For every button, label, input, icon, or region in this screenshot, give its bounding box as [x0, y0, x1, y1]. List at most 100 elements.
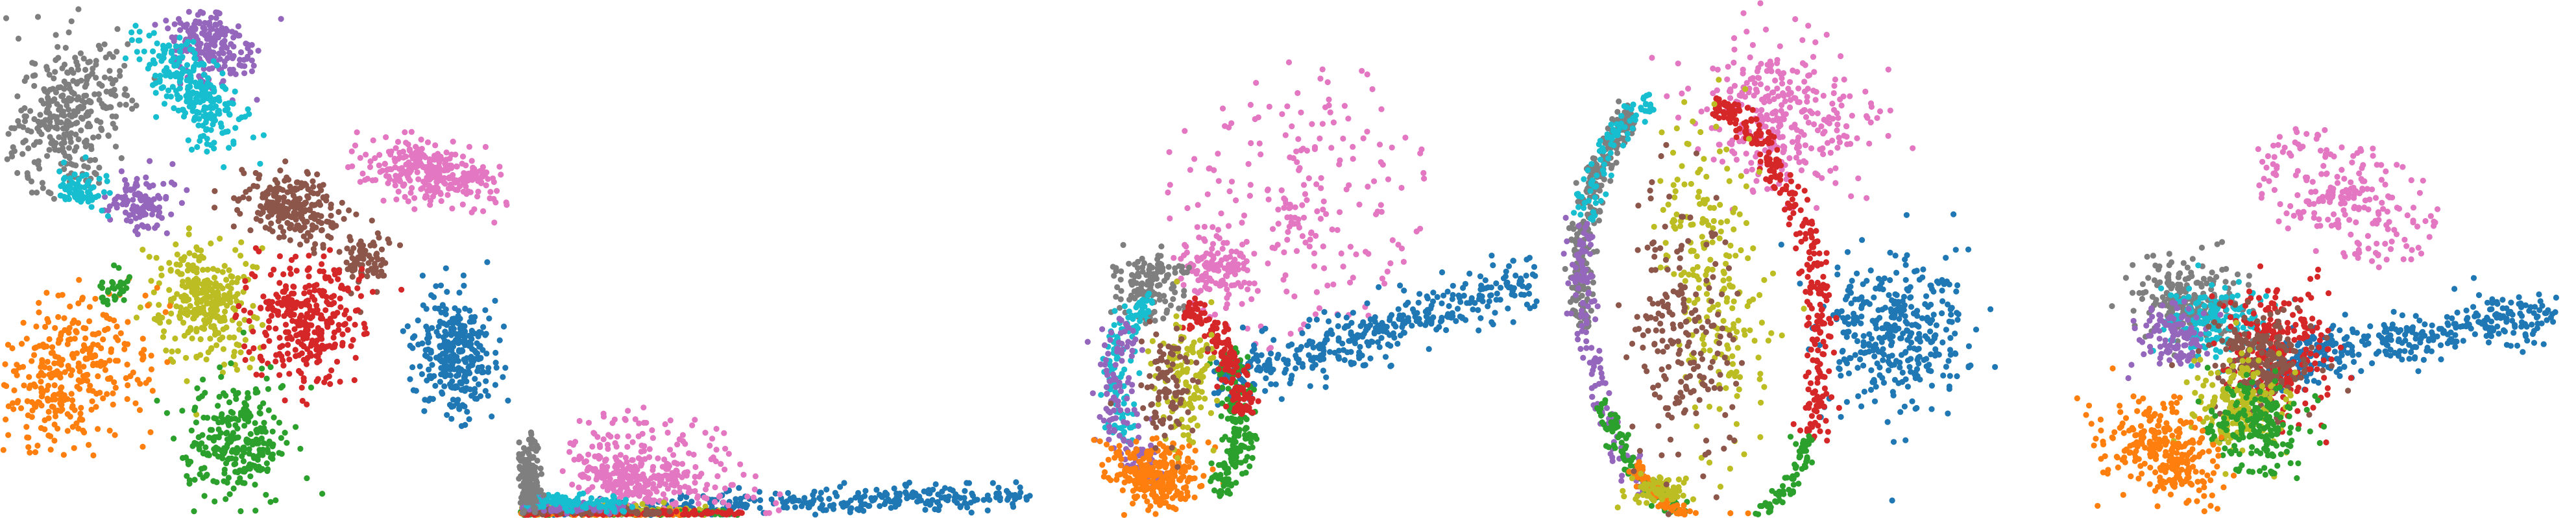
scatter-point — [489, 413, 495, 420]
scatter-point — [1300, 182, 1307, 188]
scatter-point — [42, 88, 48, 94]
scatter-point — [318, 346, 324, 352]
scatter-point — [305, 297, 311, 304]
scatter-point — [590, 467, 597, 474]
scatter-point — [170, 358, 176, 365]
scatter-point — [179, 454, 186, 462]
scatter-point — [1201, 223, 1208, 230]
scatter-point — [437, 378, 444, 385]
scatter-point — [616, 499, 622, 506]
scatter-point — [102, 193, 108, 200]
scatter-point — [20, 319, 27, 326]
scatter-point — [409, 162, 415, 169]
scatter-point — [331, 313, 338, 319]
scatter-point — [195, 12, 201, 18]
scatter-point — [603, 456, 609, 463]
scatter-point — [53, 56, 59, 64]
scatter-point — [431, 168, 438, 175]
scatter-point — [163, 193, 169, 200]
scatter-point — [267, 499, 274, 505]
scatter-point — [315, 376, 321, 382]
scatter-point — [273, 497, 279, 504]
scatter-point — [448, 332, 455, 338]
scatter-point — [260, 293, 267, 300]
scatter-point — [79, 105, 86, 112]
scatter-point — [1317, 216, 1324, 222]
scatter-point — [241, 70, 248, 77]
scatter-point — [339, 331, 346, 338]
scatter-point — [374, 230, 381, 236]
scatter-point — [1420, 169, 1427, 177]
scatter-point — [122, 177, 128, 183]
series-c4 — [101, 158, 190, 238]
scatter-point — [692, 480, 698, 486]
scatter-point — [1275, 206, 1282, 213]
scatter-point — [67, 135, 73, 142]
scatter-point — [485, 365, 492, 371]
scatter-point — [64, 396, 71, 402]
scatter-point — [68, 18, 75, 25]
scatter-point — [661, 456, 668, 463]
scatter-point — [426, 366, 432, 373]
scatter-point — [25, 434, 32, 441]
scatter-point — [643, 489, 650, 495]
scatter-point — [91, 156, 99, 163]
scatter-point — [160, 334, 166, 340]
scatter-point — [265, 305, 271, 312]
scatter-point — [600, 436, 607, 443]
scatter-point — [188, 146, 195, 153]
scatter-point — [728, 482, 735, 488]
scatter-point — [304, 475, 310, 482]
scatter-point — [27, 108, 34, 114]
scatter-point — [457, 349, 463, 355]
scatter-point — [91, 169, 98, 176]
scatter-point — [177, 304, 184, 311]
scatter-point — [682, 506, 688, 513]
scatter-point — [140, 247, 146, 253]
scatter-point — [140, 354, 147, 361]
scatter-point — [235, 389, 241, 397]
scatter-point — [62, 196, 69, 203]
scatter-point — [929, 497, 936, 504]
scatter-point — [95, 91, 102, 97]
scatter-point — [1300, 214, 1307, 221]
scatter-point — [91, 91, 98, 97]
scatter-point — [372, 155, 378, 162]
scatter-point — [85, 112, 91, 118]
scatter-point — [583, 458, 590, 465]
scatter-point — [649, 427, 655, 434]
scatter-point — [51, 438, 58, 444]
scatter-point — [182, 23, 189, 30]
scatter-point — [287, 265, 293, 272]
scatter-point — [176, 85, 183, 92]
scatter-point — [130, 197, 136, 203]
scatter-point — [444, 363, 451, 370]
scatter-point — [21, 382, 27, 389]
scatter-point — [225, 100, 232, 106]
scatter-point — [51, 143, 58, 150]
scatter-point — [241, 343, 248, 350]
scatter-point — [427, 373, 433, 379]
scatter-point — [279, 302, 286, 308]
scatter-point — [125, 382, 131, 389]
scatter-point — [104, 213, 111, 219]
scatter-point — [21, 118, 29, 125]
scatter-point — [31, 82, 38, 89]
scatter-point — [71, 191, 77, 197]
scatter-point — [226, 112, 233, 118]
scatter-point — [376, 162, 382, 169]
scatter-point — [16, 122, 23, 129]
scatter-point — [1350, 275, 1356, 281]
scatter-point — [145, 65, 151, 72]
scatter-point — [410, 151, 417, 158]
scatter-point — [114, 323, 120, 330]
scatter-point — [154, 284, 160, 291]
scatter-point — [99, 279, 106, 286]
scatter-point — [186, 250, 193, 256]
scatter-point — [264, 468, 271, 475]
scatter-point — [483, 378, 489, 384]
scatter-point — [55, 84, 62, 91]
scatter-point — [249, 356, 256, 362]
scatter-point — [211, 140, 217, 146]
scatter-point — [82, 325, 89, 332]
